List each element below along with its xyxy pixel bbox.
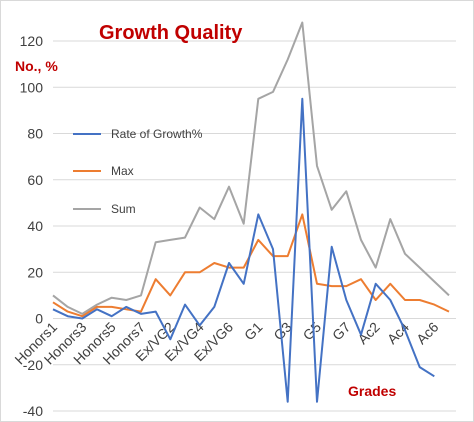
y-tick-label: 60 xyxy=(27,172,43,188)
x-axis-label: Grades xyxy=(348,383,396,399)
series-line-2 xyxy=(52,21,450,315)
y-tick-label: 20 xyxy=(27,264,43,280)
x-tick-label: Ac6 xyxy=(413,319,442,348)
series-line-1 xyxy=(52,213,450,318)
y-tick-label: 80 xyxy=(27,126,43,142)
legend-entry: Rate of Growth% xyxy=(111,127,203,141)
x-tick-label: Ac4 xyxy=(384,319,413,348)
series-lines xyxy=(52,21,450,403)
y-tick-labels: -40 -20 0 20 40 60 80 100 120 xyxy=(20,33,44,419)
chart-title: Growth Quality xyxy=(99,22,243,44)
y-tick-label: -40 xyxy=(23,403,43,419)
y-tick-label: 100 xyxy=(20,79,44,95)
gridlines xyxy=(53,40,456,412)
y-tick-label: 40 xyxy=(27,218,43,234)
x-tick-label: G5 xyxy=(300,319,325,344)
y-tick-label: -20 xyxy=(23,357,43,373)
x-tick-label: G1 xyxy=(241,319,266,344)
x-tick-label: G7 xyxy=(329,319,354,344)
legend-entry: Sum xyxy=(111,202,136,216)
series-line-0 xyxy=(52,97,435,403)
y-tick-label: 120 xyxy=(20,33,44,49)
y-tick-label: 0 xyxy=(35,311,43,327)
x-tick-labels: Honors1Honors3Honors5Honors7Ex/VG2Ex/VG4… xyxy=(11,319,441,368)
legend-entry: Max xyxy=(111,164,134,178)
x-tick-label: Ac2 xyxy=(354,319,383,348)
y-axis-label: No., % xyxy=(15,58,58,74)
legend: Rate of Growth% Max Sum xyxy=(73,127,203,216)
